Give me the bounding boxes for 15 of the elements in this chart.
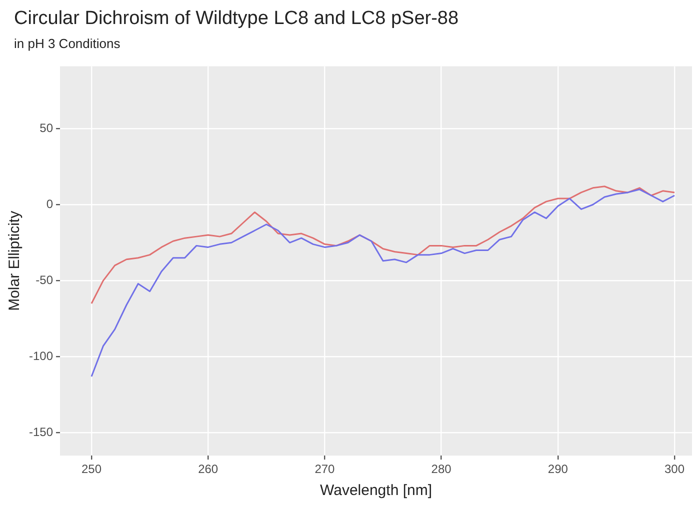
x-tick-label: 300: [664, 462, 685, 476]
y-tick-label: -50: [36, 272, 54, 287]
y-tick-label: -150: [28, 425, 54, 440]
chart-title: Circular Dichroism of Wildtype LC8 and LC8 pSer-88: [14, 8, 459, 30]
x-axis-title: Wavelength [nm]: [320, 482, 432, 500]
x-tick-label: 270: [314, 462, 336, 476]
y-axis-title: Molar Ellipticity: [6, 210, 24, 311]
x-tick-label: 250: [81, 462, 102, 476]
y-tick-label: 50: [40, 120, 54, 135]
x-tick-label: 280: [431, 462, 452, 476]
x-tick-label: 260: [198, 462, 218, 476]
y-tick-label: 0: [46, 196, 54, 211]
chart-subtitle: in pH 3 Conditions: [14, 36, 120, 51]
x-tick-label: 290: [548, 462, 568, 476]
y-tick-label: -100: [28, 349, 54, 364]
